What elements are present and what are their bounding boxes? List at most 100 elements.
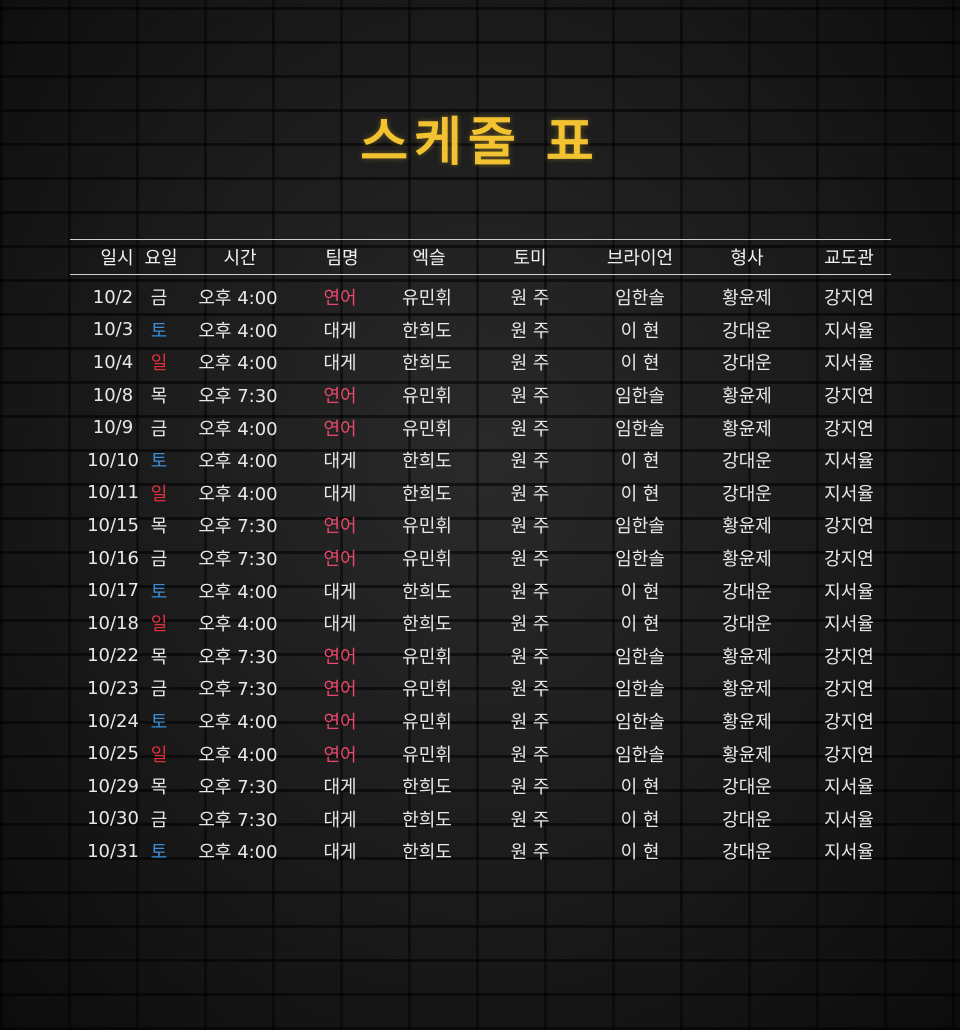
cell-brian: 이 현 [620, 581, 660, 603]
schedule-table: 일시 요일 시간 팀명 엑슬 토미 브라이언 형사 교도관 10/2 금 오후 4:… [70, 239, 891, 868]
cell-detective: 강대운 [722, 777, 772, 799]
cell-team: 대게 [323, 451, 357, 473]
cell-detective: 강대운 [722, 320, 772, 342]
cell-team: 연어 [323, 646, 357, 668]
cell-day: 목 [150, 516, 168, 538]
cell-warden: 강지연 [824, 549, 874, 571]
cell-warden: 지서율 [824, 451, 874, 473]
cell-team: 대게 [323, 809, 357, 831]
table-row: 10/30 금 오후 7:30 대게 한희도 원 주 이 현 강대운 지서율 [70, 803, 891, 836]
table-row: 10/4 일 오후 4:00 대게 한희도 원 주 이 현 강대운 지서율 [70, 346, 891, 379]
cell-team: 대게 [323, 320, 357, 342]
table-row: 10/8 목 오후 7:30 연어 유민휘 원 주 임한솔 황윤제 강지연 [70, 379, 891, 412]
cell-ex: 유민휘 [402, 418, 452, 440]
table-row: 10/22 목 오후 7:30 연어 유민휘 원 주 임한솔 황윤제 강지연 [70, 640, 891, 673]
table-row: 10/15 목 오후 7:30 연어 유민휘 원 주 임한솔 황윤제 강지연 [70, 509, 891, 542]
cell-tomi: 원 주 [510, 809, 550, 831]
cell-brian: 이 현 [620, 614, 660, 636]
cell-day: 금 [150, 679, 168, 701]
cell-date: 10/10 [87, 449, 139, 471]
cell-ex: 한희도 [402, 320, 452, 342]
cell-ex: 한희도 [402, 842, 452, 864]
cell-ex: 유민휘 [402, 549, 452, 571]
cell-day: 토 [150, 581, 168, 603]
cell-day: 금 [150, 418, 168, 440]
cell-detective: 강대운 [722, 842, 772, 864]
cell-detective: 황윤제 [722, 712, 772, 734]
cell-time: 오후 4:00 [198, 744, 278, 766]
cell-brian: 이 현 [620, 483, 660, 505]
cell-date: 10/25 [87, 743, 139, 765]
cell-time: 오후 4:00 [198, 288, 278, 310]
table-row: 10/31 토 오후 4:00 대게 한희도 원 주 이 현 강대운 지서율 [70, 835, 891, 868]
cell-ex: 유민휘 [402, 386, 452, 408]
cell-tomi: 원 주 [510, 418, 550, 440]
cell-detective: 황윤제 [722, 646, 772, 668]
cell-date: 10/18 [87, 612, 139, 634]
table-row: 10/25 일 오후 4:00 연어 유민휘 원 주 임한솔 황윤제 강지연 [70, 737, 891, 770]
cell-warden: 지서율 [824, 581, 874, 603]
cell-detective: 황윤제 [722, 549, 772, 571]
cell-ex: 유민휘 [402, 646, 452, 668]
cell-day: 토 [150, 712, 168, 734]
cell-time: 오후 7:30 [198, 646, 278, 668]
cell-brian: 임한솔 [615, 744, 665, 766]
cell-time: 오후 7:30 [198, 809, 278, 831]
cell-brian: 임한솔 [615, 386, 665, 408]
cell-ex: 유민휘 [402, 288, 452, 310]
cell-detective: 강대운 [722, 451, 772, 473]
cell-detective: 황윤제 [722, 679, 772, 701]
cell-warden: 지서율 [824, 483, 874, 505]
header-warden: 교도관 [824, 248, 874, 269]
cell-tomi: 원 주 [510, 516, 550, 538]
cell-time: 오후 7:30 [198, 549, 278, 571]
cell-time: 오후 4:00 [198, 712, 278, 734]
cell-time: 오후 4:00 [198, 614, 278, 636]
table-row: 10/17 토 오후 4:00 대게 한희도 원 주 이 현 강대운 지서율 [70, 574, 891, 607]
cell-brian: 이 현 [620, 353, 660, 375]
cell-brian: 이 현 [620, 809, 660, 831]
header-date: 일시 [100, 248, 134, 269]
cell-ex: 한희도 [402, 614, 452, 636]
cell-date: 10/17 [87, 580, 139, 602]
header-day: 요일 [144, 248, 178, 269]
cell-detective: 황윤제 [722, 418, 772, 440]
cell-tomi: 원 주 [510, 842, 550, 864]
cell-ex: 한희도 [402, 581, 452, 603]
header-ex: 엑슬 [412, 248, 446, 269]
cell-time: 오후 4:00 [198, 842, 278, 864]
cell-tomi: 원 주 [510, 614, 550, 636]
cell-warden: 강지연 [824, 712, 874, 734]
cell-ex: 유민휘 [402, 679, 452, 701]
cell-team: 대게 [323, 842, 357, 864]
cell-warden: 강지연 [824, 418, 874, 440]
cell-day: 목 [150, 646, 168, 668]
header-team: 팀명 [325, 248, 359, 269]
cell-time: 오후 4:00 [198, 451, 278, 473]
table-row: 10/10 토 오후 4:00 대게 한희도 원 주 이 현 강대운 지서율 [70, 444, 891, 477]
cell-warden: 지서율 [824, 614, 874, 636]
cell-tomi: 원 주 [510, 320, 550, 342]
cell-ex: 유민휘 [402, 744, 452, 766]
cell-date: 10/3 [92, 319, 134, 341]
cell-team: 연어 [323, 549, 357, 571]
cell-brian: 임한솔 [615, 646, 665, 668]
cell-warden: 강지연 [824, 386, 874, 408]
cell-ex: 한희도 [402, 353, 452, 375]
table-row: 10/3 토 오후 4:00 대게 한희도 원 주 이 현 강대운 지서율 [70, 314, 891, 347]
cell-warden: 강지연 [824, 679, 874, 701]
cell-warden: 지서율 [824, 777, 874, 799]
cell-day: 토 [150, 451, 168, 473]
cell-brian: 임한솔 [615, 712, 665, 734]
cell-date: 10/29 [87, 775, 139, 797]
cell-detective: 강대운 [722, 353, 772, 375]
cell-tomi: 원 주 [510, 483, 550, 505]
table-row: 10/18 일 오후 4:00 대게 한희도 원 주 이 현 강대운 지서율 [70, 607, 891, 640]
cell-date: 10/2 [92, 286, 134, 308]
cell-team: 대게 [323, 777, 357, 799]
cell-team: 연어 [323, 386, 357, 408]
cell-team: 연어 [323, 418, 357, 440]
table-row: 10/24 토 오후 4:00 연어 유민휘 원 주 임한솔 황윤제 강지연 [70, 705, 891, 738]
cell-brian: 이 현 [620, 320, 660, 342]
